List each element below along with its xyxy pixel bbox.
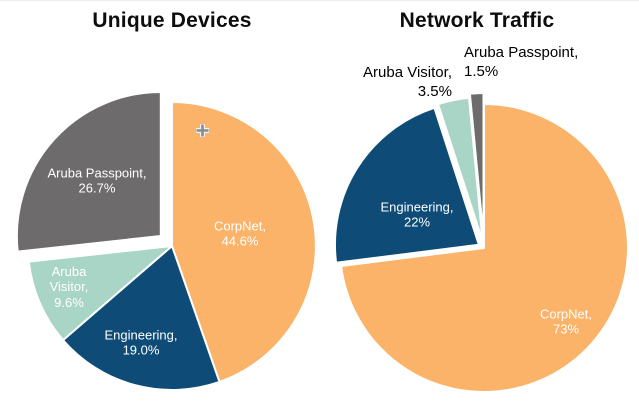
slice-label-corpnet-devices: CorpNet, 44.6% xyxy=(213,218,267,249)
pie-slice-engineering xyxy=(333,106,480,264)
crosshair-cursor-icon xyxy=(195,123,210,138)
slice-label-engineering-traffic: Engineering, 22% xyxy=(380,199,454,230)
pie-slice-aruba-passpoint xyxy=(468,92,485,238)
chart-title-network-traffic: Network Traffic xyxy=(399,9,555,32)
pie-slice-engineering xyxy=(62,245,221,391)
pie-slice-aruba-passpoint xyxy=(15,91,162,253)
slice-label-aruba-visitor-traffic: Aruba Visitor, 3.5% xyxy=(363,64,452,100)
pie-slice-corpnet xyxy=(171,101,317,383)
slice-label-engineering-devices: Engineering, 19.0% xyxy=(104,327,178,358)
network-traffic-pie xyxy=(333,92,629,393)
pie-slice-aruba-visitor xyxy=(27,245,173,342)
chart-title-unique-devices: Unique Devices xyxy=(92,9,252,32)
unique-devices-pie xyxy=(15,91,317,391)
pie-slice-aruba-visitor xyxy=(437,96,484,243)
slice-label-aruba-passpoint-traffic: Aruba Passpoint, 1.5% xyxy=(464,44,579,80)
pie-slice-corpnet xyxy=(340,103,629,393)
slice-label-corpnet-traffic: CorpNet, 73% xyxy=(539,306,593,337)
slice-label-aruba-visitor-devices: Aruba Visitor, 9.6% xyxy=(49,264,89,310)
slice-label-aruba-passpoint-devices: Aruba Passpoint, 26.7% xyxy=(47,165,147,196)
